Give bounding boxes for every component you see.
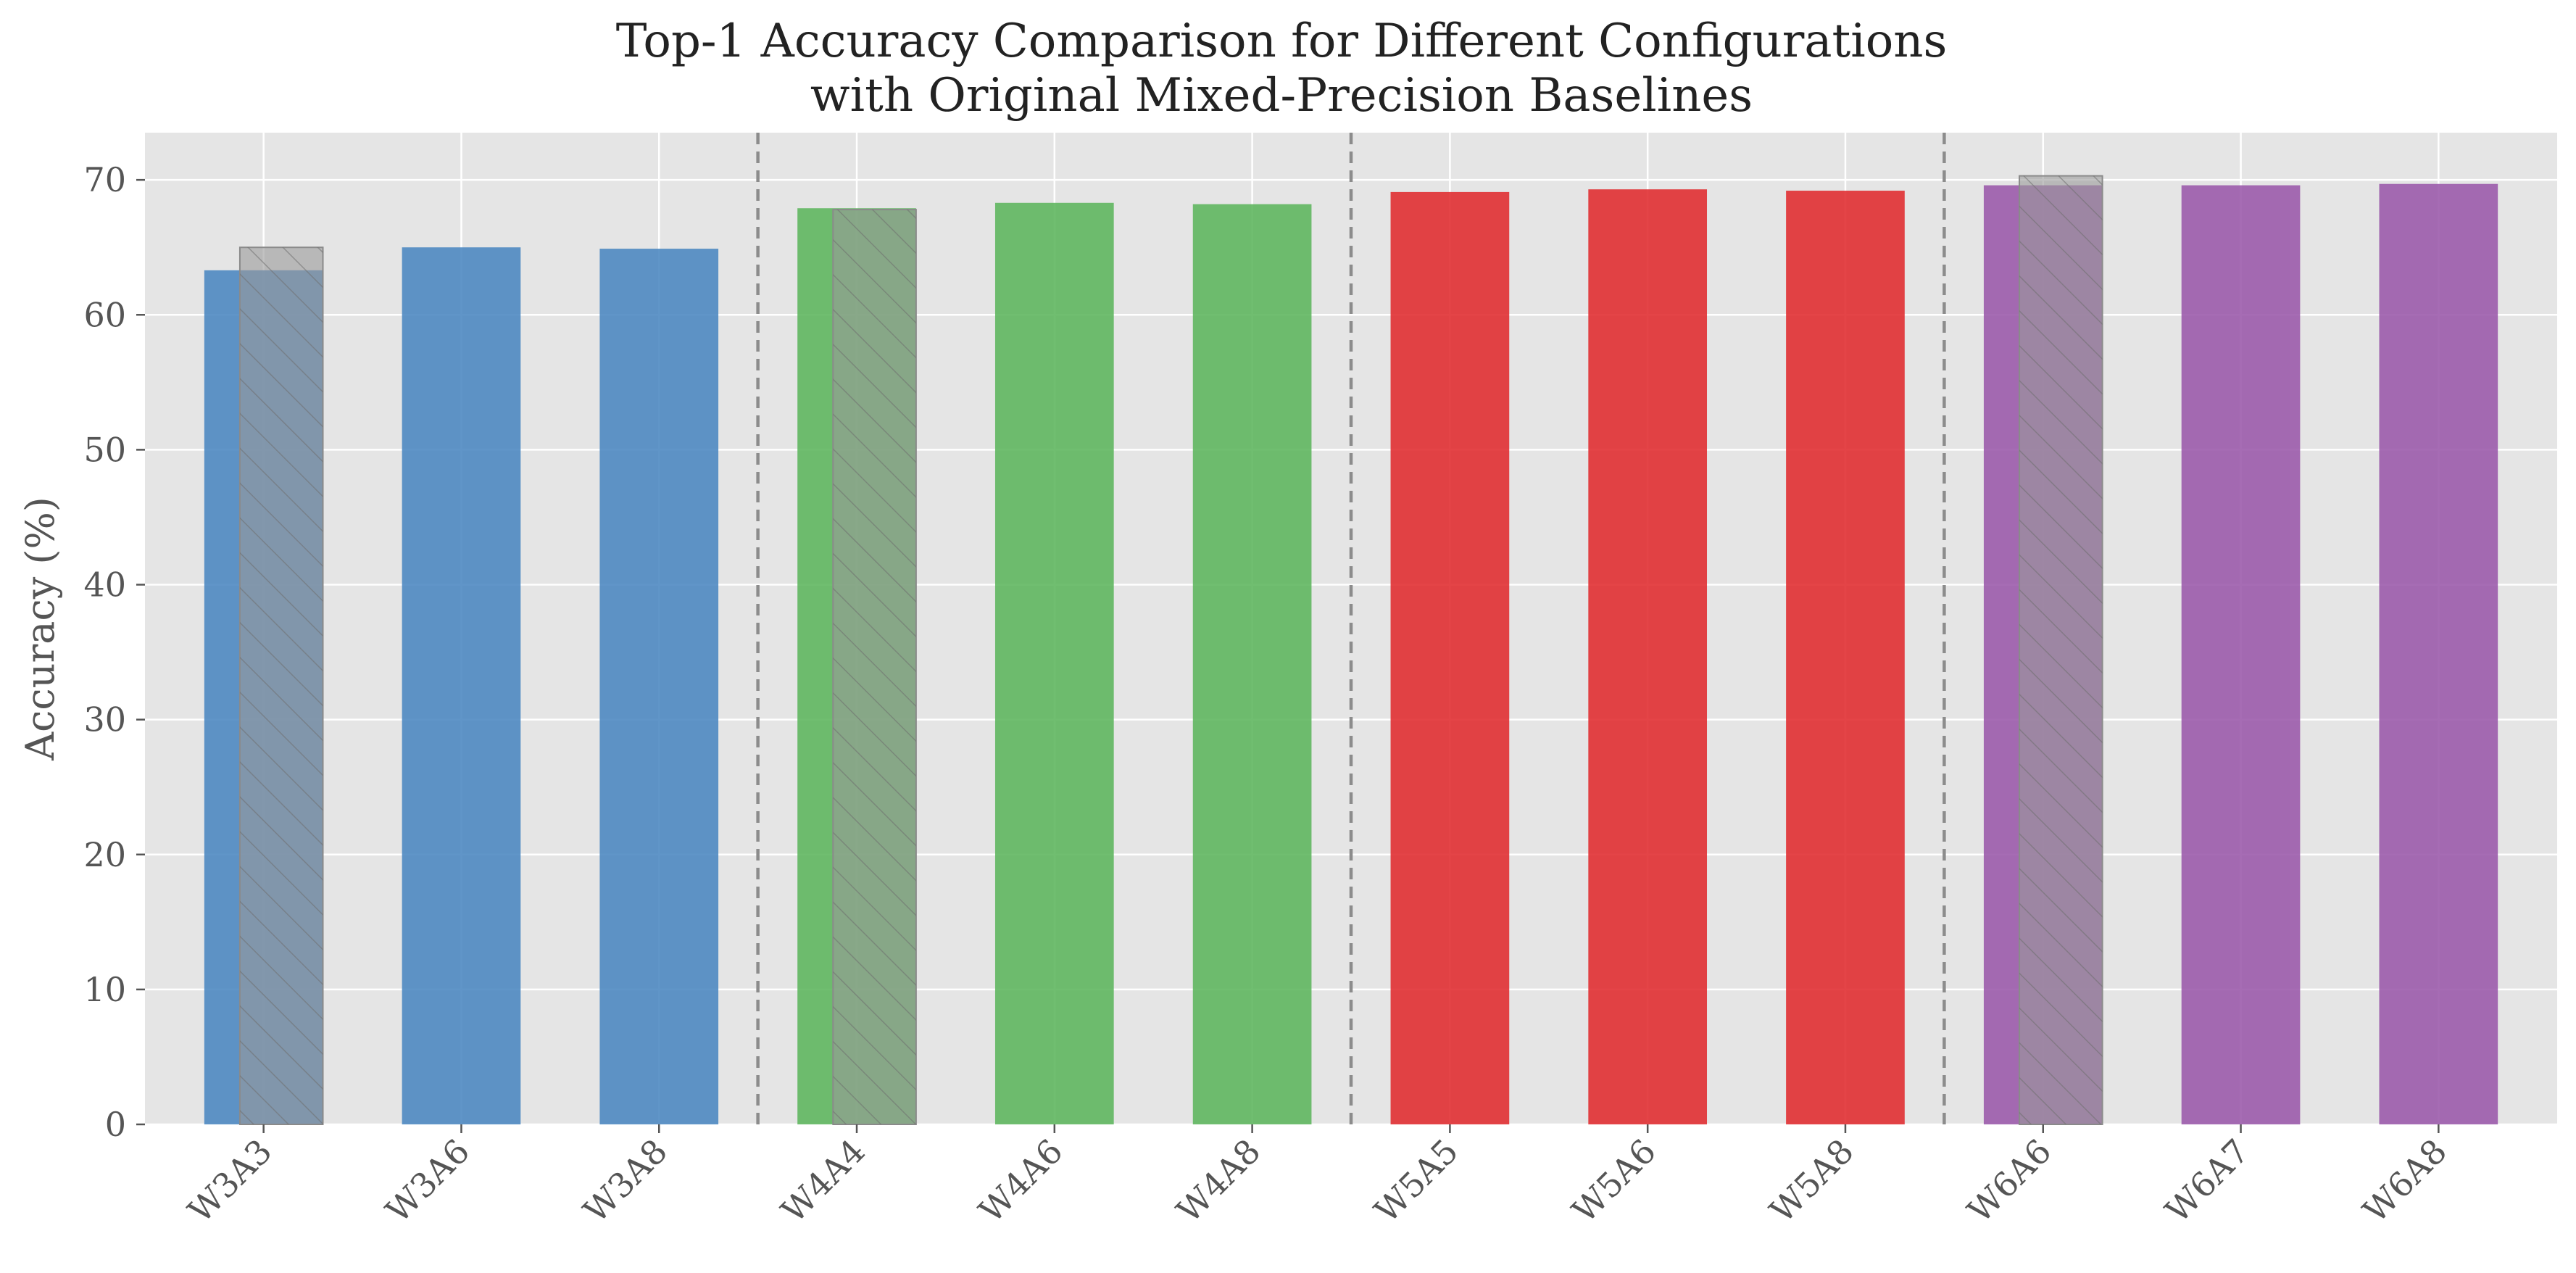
chart-title-line-2: with Original Mixed-Precision Baselines <box>810 69 1753 123</box>
x-tick-label: W3A3 <box>180 1132 280 1231</box>
x-tick-label: W6A6 <box>1960 1132 2059 1231</box>
bar-w6a7 <box>2181 185 2301 1124</box>
y-tick-label: 0 <box>105 1105 126 1144</box>
x-tick-label: W3A8 <box>576 1132 676 1231</box>
bar-w5a8 <box>1786 191 1905 1124</box>
y-tick-label: 70 <box>83 160 126 199</box>
y-tick-label: 30 <box>83 700 126 739</box>
x-tick-label: W6A7 <box>2158 1132 2257 1231</box>
group-separators <box>756 133 1946 1124</box>
baseline-hatch-w4a4 <box>833 210 916 1124</box>
y-axis-label: Accuracy (%) <box>17 497 63 761</box>
bar-w3a6 <box>402 247 521 1124</box>
bar-w5a5 <box>1390 191 1510 1124</box>
baseline-hatch-w6a6 <box>2019 175 2103 1124</box>
baseline-bars <box>238 175 2103 1125</box>
x-tick-label: W5A5 <box>1367 1132 1466 1231</box>
bar-w4a6 <box>994 202 1114 1124</box>
y-tick-label: 10 <box>83 970 126 1009</box>
bar-w5a6 <box>1588 189 1708 1125</box>
y-tick-label: 20 <box>83 835 126 874</box>
x-tick-label: W4A4 <box>773 1132 873 1231</box>
y-tick-label: 40 <box>83 565 126 605</box>
x-tick-label: W4A8 <box>1169 1132 1268 1231</box>
x-tick-label: W5A8 <box>1762 1132 1861 1231</box>
x-tick-label: W6A8 <box>2356 1132 2455 1231</box>
bar-w3a8 <box>599 249 719 1124</box>
x-tick-label: W4A6 <box>971 1132 1071 1231</box>
chart-title-line-1: Top-1 Accuracy Comparison for Different … <box>616 14 1948 68</box>
bar-w6a8 <box>2379 183 2498 1124</box>
bar-w4a8 <box>1192 204 1312 1124</box>
x-axis-ticks: W3A3 W3A6 W3A8 W4A4 W4A6 W4A8 W5A5 W5A6 W5A8 W6A6… <box>180 1124 2454 1230</box>
x-tick-label: W3A6 <box>378 1132 478 1231</box>
y-tick-label: 50 <box>83 430 126 469</box>
x-tick-label: W5A6 <box>1564 1132 1663 1231</box>
baseline-hatch-w3a3 <box>239 247 323 1124</box>
y-axis-ticks: 0 10 20 30 40 50 60 70 <box>83 160 145 1144</box>
y-tick-label: 60 <box>83 295 126 334</box>
